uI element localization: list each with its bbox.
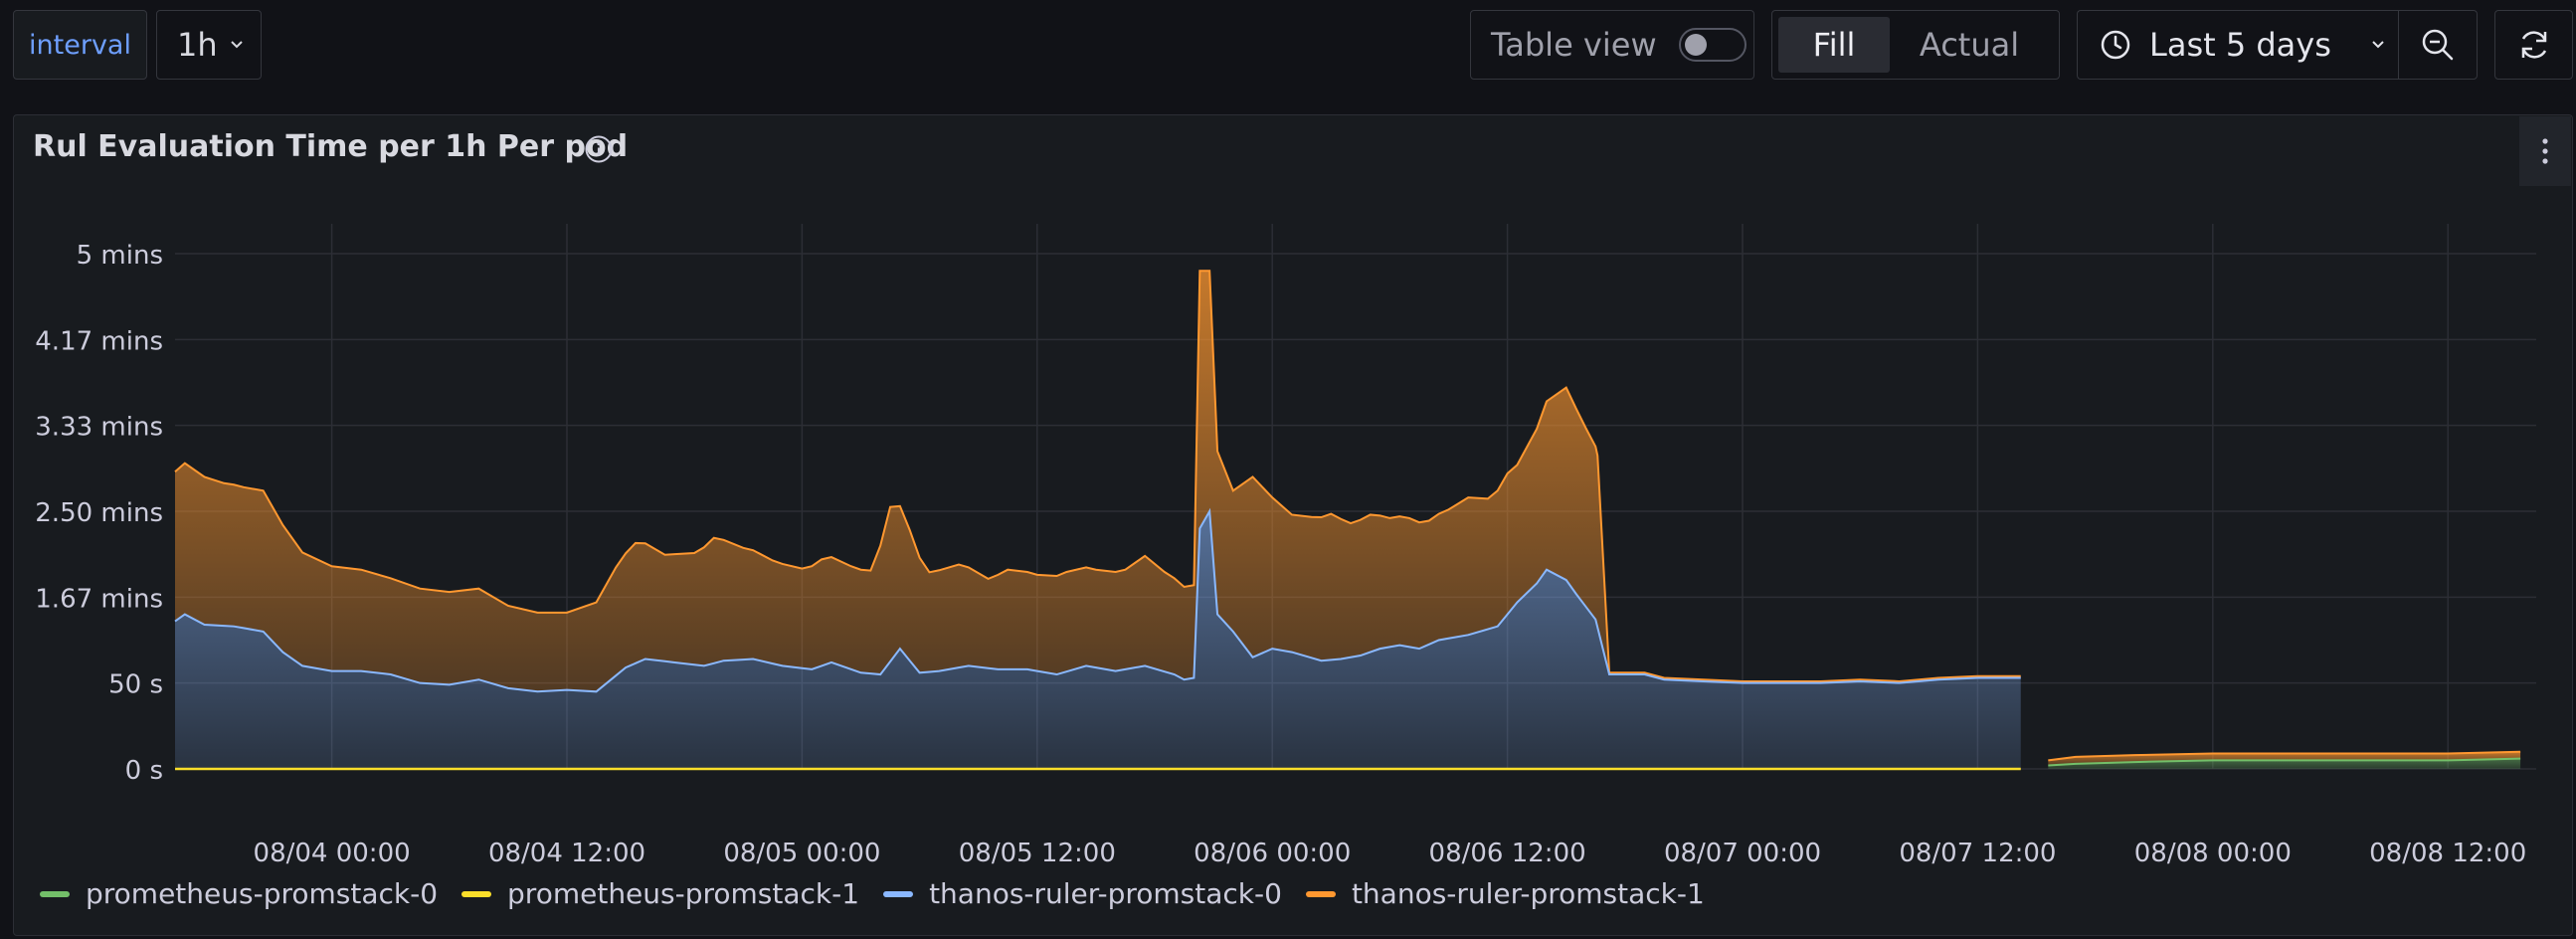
x-tick-label: 08/08 12:00 (2369, 839, 2526, 868)
x-tick-label: 08/05 00:00 (723, 839, 880, 868)
y-tick-label: 1.67 mins (35, 584, 163, 614)
line-thanos-ruler-promstack-1 (174, 270, 2021, 682)
interval-label-text: interval (29, 29, 131, 61)
info-icon[interactable] (584, 134, 614, 164)
x-tick-label: 08/06 12:00 (1429, 839, 1586, 868)
interval-value: 1h (177, 26, 218, 64)
area-thanos-ruler-promstack-1 (175, 271, 2021, 692)
y-tick-label: 0 s (125, 756, 163, 786)
toggle-knob (1684, 34, 1707, 56)
table-view-label: Table view (1491, 26, 1657, 64)
y-tick-label: 5 mins (77, 241, 163, 271)
panel-title: Rul Evaluation Time per 1h Per pod (33, 129, 629, 164)
legend-label: prometheus-promstack-0 (86, 877, 439, 910)
legend-swatch (883, 890, 914, 897)
area-thanos-ruler-promstack-0 (175, 511, 2021, 769)
chart-legend: prometheus-promstack-0 prometheus-promst… (40, 877, 1729, 910)
fill-actual-group: Fill Actual (1771, 10, 2060, 80)
zoom-out-icon (2422, 29, 2454, 61)
y-tick-label: 2.50 mins (35, 498, 163, 528)
x-tick-label: 08/06 00:00 (1194, 839, 1351, 868)
line-thanos-ruler-promstack-0 (174, 507, 2021, 693)
refresh-icon (2521, 31, 2546, 59)
x-tick-label: 08/05 12:00 (959, 839, 1116, 868)
chevron-down-icon (2372, 41, 2384, 49)
fill-button[interactable]: Fill (1778, 17, 1890, 73)
time-range-picker[interactable]: Last 5 days (2077, 10, 2400, 80)
y-tick-label: 50 s (108, 670, 163, 700)
legend-swatch (461, 890, 492, 897)
y-tick-label: 3.33 mins (35, 413, 163, 443)
interval-variable-label: interval (13, 10, 147, 80)
time-range-label: Last 5 days (2149, 26, 2331, 64)
line-prometheus-promstack-0 (2048, 757, 2521, 767)
x-tick-label: 08/07 00:00 (1664, 839, 1821, 868)
legend-swatch (40, 890, 70, 897)
clock-icon (2101, 30, 2130, 60)
chevron-down-icon (230, 41, 243, 49)
y-tick-label: 4.17 mins (35, 326, 163, 356)
actual-button[interactable]: Actual (1919, 26, 2020, 64)
zoom-out-button[interactable] (2398, 10, 2478, 80)
panel-menu-button[interactable] (2519, 116, 2571, 186)
table-view-toggle[interactable]: Table view (1470, 10, 1754, 80)
refresh-button[interactable] (2494, 10, 2573, 80)
legend-item[interactable]: prometheus-promstack-1 (461, 877, 859, 910)
legend-label: thanos-ruler-promstack-0 (929, 877, 1282, 910)
x-tick-label: 08/04 00:00 (254, 839, 411, 868)
legend-swatch (1305, 890, 1336, 897)
x-tick-label: 08/07 12:00 (1899, 839, 2056, 868)
interval-select[interactable]: 1h (156, 10, 262, 80)
more-vertical-icon (2542, 138, 2548, 164)
legend-label: prometheus-promstack-1 (507, 877, 860, 910)
toggle-switch[interactable] (1678, 28, 1747, 62)
x-tick-label: 08/08 00:00 (2134, 839, 2292, 868)
x-tick-label: 08/04 12:00 (488, 839, 645, 868)
legend-item[interactable]: prometheus-promstack-0 (40, 877, 438, 910)
line-thanos-ruler-promstack-1-b (2048, 750, 2521, 762)
legend-item[interactable]: thanos-ruler-promstack-0 (883, 877, 1282, 910)
legend-label: thanos-ruler-promstack-1 (1351, 877, 1705, 910)
legend-item[interactable]: thanos-ruler-promstack-1 (1305, 877, 1705, 910)
